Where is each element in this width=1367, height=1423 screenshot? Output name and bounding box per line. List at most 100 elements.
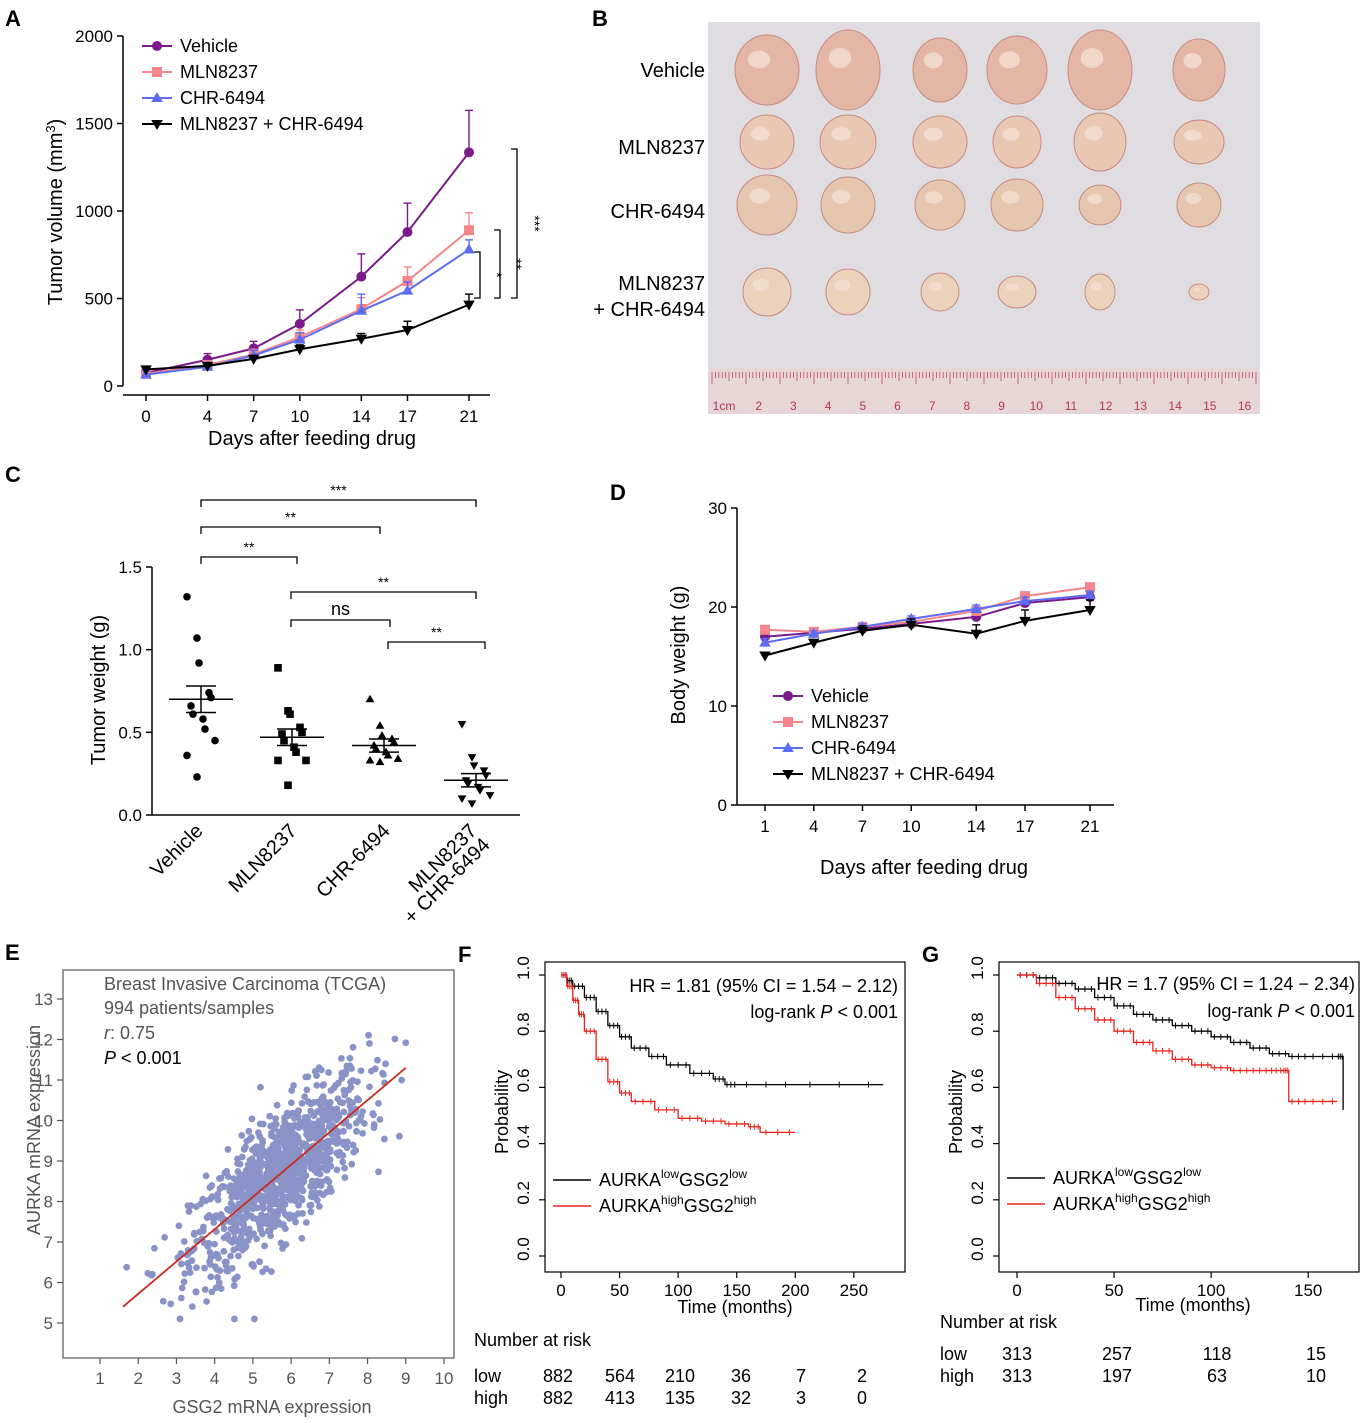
ruler-label: 1cm [713,399,736,413]
weight-point [365,694,375,703]
panel-d-xtick-label: 7 [858,817,867,836]
tumor-specimen [825,268,871,316]
panel-g-hr: HR = 1.7 (95% CI = 1.24 − 2.34) [1096,974,1355,994]
tumor-highlight [752,278,770,291]
scatter-point [287,1169,294,1177]
km-legend-low-label: AURKAlowGSG2low [599,1167,747,1190]
scatter-point [267,1268,275,1275]
scatter-point [215,1279,223,1287]
scatter-point [332,1081,339,1089]
panel-a-ytick-label: 1500 [75,115,113,134]
weight-point [375,757,385,766]
scatter-point [212,1284,220,1292]
weight-point [377,731,387,739]
scatter-point [312,1149,320,1157]
scatter-point [315,1203,323,1210]
scatter-point [264,1155,272,1163]
scatter-point [254,1178,262,1186]
tumor-specimen [742,267,792,317]
scatter-point [395,1132,403,1140]
tumor-specimen [912,115,968,169]
scatter-point [371,1065,379,1073]
scatter-point [248,1179,256,1187]
panel-f-frame [544,961,906,1273]
scatter-point [221,1169,229,1177]
panel-a-ytick-label: 500 [85,290,113,309]
scatter-point [294,1181,302,1189]
scatter-point [226,1187,234,1195]
scatter-point [320,1081,328,1088]
scatter-point [277,1199,285,1207]
series-vehicle-point [464,147,474,158]
scatter-point [265,1188,272,1196]
panel-c-category-label: Vehicle [146,820,207,881]
tumor-highlight [1183,52,1202,69]
scatter-point [348,1160,356,1168]
scatter-point [300,1163,308,1171]
series-combo-point [201,361,214,372]
scatter-point [243,1177,251,1185]
scatter-point [333,1166,341,1174]
legend-vehicle-label: Vehicle [180,36,238,56]
risk-row-high-value: 197 [1102,1366,1132,1386]
scatter-point [326,1156,333,1163]
km-legend-text-part: GSG2 [1133,1168,1183,1188]
scatter-point [285,1195,293,1203]
panel-label-g: G [922,942,939,967]
scatter-point [370,1124,378,1132]
scatter-point [340,1108,348,1116]
scatter-point [206,1195,214,1203]
scatter-point [256,1258,263,1266]
scatter-point [150,1244,158,1252]
panel-f-ytick-label: 0.2 [514,1181,533,1205]
scatter-point [307,1100,315,1108]
legend-combo-label: MLN8237 + CHR-6494 [180,114,364,134]
legend-chr6494-label: CHR-6494 [811,738,896,758]
panel-c-category-label: MLN8237 [225,820,302,897]
scatter-point [242,1169,249,1177]
scatter-point [316,1164,324,1172]
km-legend-text-part: low [661,1167,679,1181]
scatter-point [284,1177,292,1184]
risk-row-low-value: 36 [731,1366,751,1386]
tumor-highlight [999,51,1020,69]
series-vehicle-point [294,318,305,329]
panel-d-ytick-label: 0 [718,796,727,815]
panel-f-hr: HR = 1.81 (95% CI = 1.54 − 2.12) [629,976,898,996]
tumor-highlight [928,281,942,292]
tumor-specimen [820,176,876,234]
scatter-point [279,1172,287,1180]
ruler-label: 15 [1203,399,1217,413]
series-combo-point [140,365,152,376]
scatter-point [270,1149,278,1157]
scatter-point [258,1230,266,1238]
panel-f-xtick-label: 100 [664,1281,692,1300]
scatter-point [252,1185,260,1193]
tumor-specimen [1172,38,1226,102]
km-legend-text-part: low [1183,1165,1201,1179]
scatter-point [252,1164,260,1172]
scatter-point [292,1218,299,1226]
km-legend-text-part: GSG2 [684,1196,734,1216]
scatter-point [259,1268,267,1276]
scatter-point [301,1118,309,1125]
panel-e-ytick-label: 10 [34,1112,53,1131]
panel-e-xtick-label: 6 [286,1369,295,1388]
ruler-label: 9 [998,399,1005,413]
panel-d-xtick-label: 17 [1016,817,1035,836]
scatter-point [270,1192,278,1200]
panel-label-b: B [592,6,608,31]
scatter-point [227,1199,235,1207]
weight-point [189,710,197,718]
scatter-point [230,1175,238,1183]
scatter-point [233,1273,241,1281]
km-legend-text-part: GSG2 [679,1170,729,1190]
photo-row-mln8237: MLN8237 [618,137,705,159]
significance-label: * [489,272,505,278]
comparison-bracket [290,591,477,599]
scatter-point [323,1099,331,1107]
scatter-point [266,1204,274,1212]
scatter-point [176,1315,184,1323]
scatter-point [350,1148,358,1156]
